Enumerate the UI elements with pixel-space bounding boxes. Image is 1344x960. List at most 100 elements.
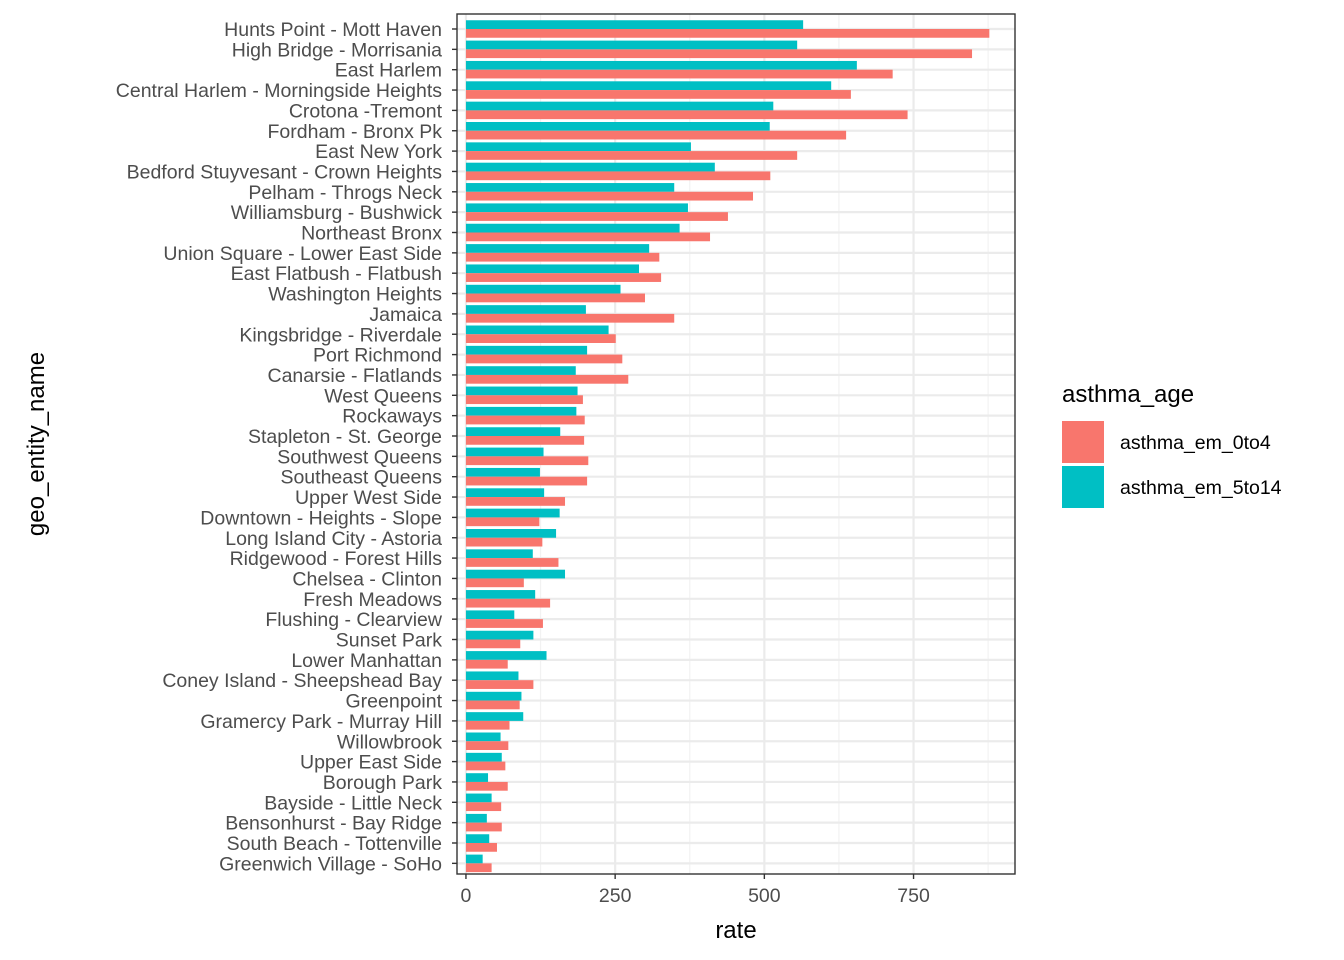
- bar-asthma-em-0to4: [465, 354, 623, 364]
- bar-asthma-em-0to4: [465, 863, 492, 873]
- bar-asthma-em-5to14: [465, 60, 857, 70]
- y-tick-label: East Harlem: [335, 60, 442, 82]
- y-tick-label: East New York: [315, 141, 442, 163]
- x-tick-label: 0: [461, 885, 472, 907]
- y-tick-label: Chelsea - Clinton: [292, 568, 442, 590]
- bar-asthma-em-0to4: [465, 517, 540, 527]
- x-tick-label: 750: [897, 885, 930, 907]
- y-tick-label: East Flatbush - Flatbush: [231, 263, 442, 285]
- bar-asthma-em-0to4: [465, 761, 506, 771]
- bar-asthma-em-0to4: [465, 456, 589, 466]
- bar-asthma-em-5to14: [465, 183, 675, 192]
- bar-asthma-em-0to4: [465, 313, 675, 323]
- y-tick-label: Bedford Stuyvesant - Crown Heights: [127, 161, 443, 183]
- y-tick-label: Downtown - Heights - Slope: [200, 507, 442, 529]
- y-tick-label: Coney Island - Sheepshead Bay: [162, 670, 442, 692]
- bar-asthma-em-0to4: [465, 659, 508, 669]
- y-tick-label: Stapleton - St. George: [248, 426, 442, 448]
- bar-asthma-em-0to4: [465, 90, 851, 99]
- y-axis-title: geo_entity_name: [23, 352, 50, 536]
- y-tick-label: Borough Park: [323, 772, 442, 794]
- y-tick-label: Upper East Side: [300, 752, 442, 774]
- bar-asthma-em-0to4: [465, 69, 893, 79]
- y-tick-label: Southeast Queens: [280, 467, 442, 489]
- legend-label: asthma_em_0to4: [1120, 432, 1271, 454]
- bar-asthma-em-5to14: [465, 773, 489, 782]
- bar-asthma-em-5to14: [465, 569, 566, 579]
- y-tick-label: Lower Manhattan: [291, 650, 442, 672]
- bar-asthma-em-0to4: [465, 374, 629, 384]
- bar-asthma-em-0to4: [465, 212, 728, 221]
- legend-label: asthma_em_5to14: [1120, 477, 1282, 499]
- bar-asthma-em-5to14: [465, 752, 502, 762]
- y-tick-label: Williamsburg - Bushwick: [231, 202, 443, 224]
- bar-asthma-em-5to14: [465, 712, 524, 721]
- bar-asthma-em-5to14: [465, 630, 534, 640]
- bar-asthma-em-5to14: [465, 549, 533, 559]
- bar-asthma-em-0to4: [465, 110, 908, 120]
- bar-asthma-em-0to4: [465, 619, 543, 628]
- bar-asthma-em-0to4: [465, 476, 588, 486]
- y-tick-label: South Beach - Tottenville: [227, 833, 442, 855]
- y-tick-label: Southwest Queens: [277, 446, 442, 468]
- y-tick-label: High Bridge - Morrisania: [232, 39, 442, 61]
- y-tick-label: Ridgewood - Forest Hills: [230, 548, 443, 570]
- y-tick-label: Greenwich Village - SoHo: [219, 853, 442, 875]
- bar-asthma-em-5to14: [465, 447, 544, 457]
- bar-asthma-em-0to4: [465, 639, 521, 649]
- y-tick-label: Gramercy Park - Murray Hill: [200, 711, 442, 733]
- bar-asthma-em-5to14: [465, 610, 515, 620]
- y-tick-label: Crotona -Tremont: [289, 100, 443, 122]
- y-tick-label: Kingsbridge - Riverdale: [239, 324, 442, 346]
- y-tick-label: Northeast Bronx: [301, 223, 442, 245]
- y-tick-label: Central Harlem - Morningside Heights: [116, 80, 442, 102]
- bar-asthma-em-5to14: [465, 467, 540, 477]
- bar-asthma-em-5to14: [465, 162, 715, 172]
- bar-asthma-em-0to4: [465, 720, 510, 730]
- bar-asthma-em-5to14: [465, 203, 688, 213]
- bar-asthma-em-5to14: [465, 142, 691, 152]
- bar-asthma-em-5to14: [465, 223, 680, 233]
- bar-asthma-em-5to14: [465, 325, 609, 335]
- bar-asthma-em-0to4: [465, 171, 771, 181]
- y-tick-label: Greenpoint: [346, 691, 443, 713]
- bar-asthma-em-5to14: [465, 508, 560, 518]
- y-tick-label: Canarsie - Flatlands: [268, 365, 443, 387]
- bar-asthma-em-0to4: [465, 843, 497, 852]
- y-tick-label: Fresh Meadows: [303, 589, 442, 611]
- bar-asthma-em-5to14: [465, 793, 492, 803]
- bar-asthma-em-5to14: [465, 590, 536, 599]
- bar-asthma-em-5to14: [465, 406, 577, 416]
- legend: asthma_age asthma_em_0to4 asthma_em_5to14: [1062, 381, 1282, 508]
- panel-border: [456, 13, 1016, 875]
- bar-asthma-em-5to14: [465, 427, 561, 436]
- x-axis-title: rate: [715, 917, 756, 944]
- y-tick-label: Union Square - Lower East Side: [163, 243, 442, 265]
- bar-asthma-em-5to14: [465, 488, 545, 498]
- legend-key-asthma-em-0to4: [1062, 421, 1104, 463]
- x-axis: 0 250 500 750: [461, 874, 930, 907]
- bar-asthma-em-0to4: [465, 497, 566, 506]
- y-tick-label: Fordham - Bronx Pk: [268, 121, 443, 143]
- bars: [465, 20, 990, 873]
- bar-asthma-em-5to14: [465, 834, 490, 843]
- bar-asthma-em-0to4: [465, 130, 847, 140]
- bar-asthma-em-0to4: [465, 558, 559, 567]
- y-tick-label: Willowbrook: [337, 731, 442, 753]
- bar-asthma-em-0to4: [465, 436, 585, 445]
- bar-asthma-em-0to4: [465, 700, 520, 710]
- bar-asthma-em-0to4: [465, 822, 502, 832]
- bar-asthma-em-5to14: [465, 854, 483, 864]
- y-tick-label: Washington Heights: [268, 284, 442, 306]
- bar-asthma-em-5to14: [465, 813, 487, 823]
- bar-asthma-em-0to4: [465, 49, 973, 59]
- bar-asthma-em-5to14: [465, 691, 522, 701]
- y-tick-label: Bayside - Little Neck: [264, 792, 442, 814]
- bar-asthma-em-5to14: [465, 284, 621, 294]
- bar-asthma-em-0to4: [465, 252, 660, 262]
- y-tick-label: Long Island City - Astoria: [225, 528, 442, 550]
- y-tick-label: Jamaica: [369, 304, 442, 326]
